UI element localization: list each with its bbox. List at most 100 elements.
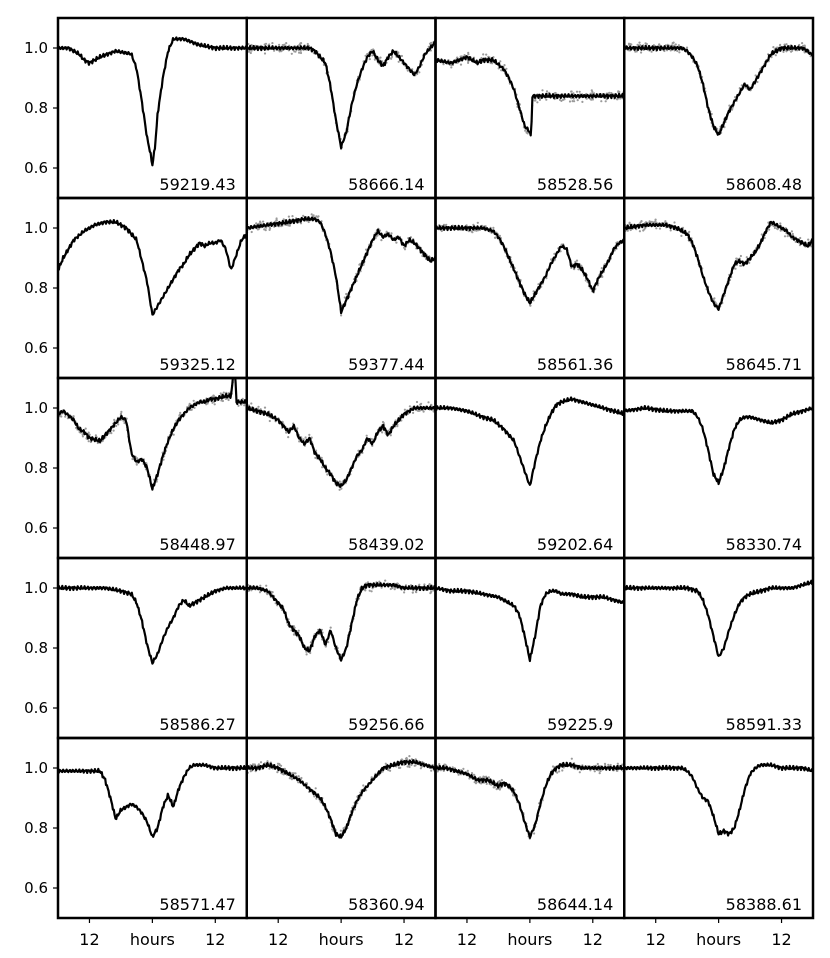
scatter-point xyxy=(370,438,373,441)
scatter-point xyxy=(599,769,602,773)
scatter-point xyxy=(645,42,648,46)
scatter-point xyxy=(578,771,581,774)
scatter-point xyxy=(339,829,342,832)
scatter-points xyxy=(58,381,246,490)
scatter-point xyxy=(561,769,564,772)
scatter-point xyxy=(779,43,782,47)
scatter-point xyxy=(600,100,603,103)
scatter-point xyxy=(629,228,632,232)
light-curve-line xyxy=(246,405,436,488)
scatter-point xyxy=(257,763,260,766)
panel-plot-area xyxy=(246,40,436,151)
panel-58330.74: 58330.74 xyxy=(623,376,815,560)
scatter-point xyxy=(368,589,371,592)
scatter-point xyxy=(213,403,216,406)
scatter-point xyxy=(491,62,494,65)
panel-date-label: 58330.74 xyxy=(726,535,802,554)
scatter-point xyxy=(280,50,283,53)
scatter-point xyxy=(220,399,223,402)
x-tick-label: 12 xyxy=(205,930,225,949)
scatter-point xyxy=(412,411,415,414)
scatter-point xyxy=(779,222,782,225)
y-tick-label: 0.8 xyxy=(24,279,48,297)
scatter-point xyxy=(403,246,406,249)
scatter-point xyxy=(255,222,258,225)
scatter-points xyxy=(246,213,436,317)
scatter-point xyxy=(650,220,654,223)
scatter-point xyxy=(436,770,439,773)
scatter-point xyxy=(370,590,373,593)
scatter-point xyxy=(590,98,593,101)
scatter-point xyxy=(604,100,607,103)
panel-plot-area xyxy=(246,213,436,317)
scatter-point xyxy=(432,589,435,592)
scatter-point xyxy=(288,224,291,227)
scatter-point xyxy=(419,767,422,770)
scatter-point xyxy=(403,248,407,251)
scatter-point xyxy=(326,473,329,476)
panel-58591.33: 58591.33 xyxy=(623,556,815,740)
scatter-point xyxy=(283,767,286,770)
light-curve-line xyxy=(435,55,625,137)
panel-frame xyxy=(434,556,626,740)
panel-plot-area xyxy=(246,579,436,662)
scatter-point xyxy=(249,51,252,55)
scatter-point xyxy=(669,229,672,232)
scatter-point xyxy=(314,787,317,790)
scatter-point xyxy=(760,233,763,236)
panel-59219.43: 59219.43 xyxy=(56,16,248,200)
scatter-point xyxy=(511,794,515,797)
panel-59225.9: 59225.9 xyxy=(434,556,626,740)
scatter-point xyxy=(403,591,406,594)
panel-plot-area xyxy=(624,218,813,311)
scatter-point xyxy=(257,405,260,408)
scatter-point xyxy=(801,42,804,45)
scatter-point xyxy=(466,769,469,773)
panel-date-label: 58608.48 xyxy=(726,175,802,194)
scatter-point xyxy=(353,808,356,811)
scatter-point xyxy=(250,402,253,405)
scatter-point xyxy=(676,49,679,53)
panel-frame xyxy=(56,736,248,920)
y-tick-label: 0.8 xyxy=(24,459,48,477)
scatter-point xyxy=(463,54,466,57)
panel-date-label: 58561.36 xyxy=(537,355,613,374)
scatter-point xyxy=(247,50,251,53)
scatter-point xyxy=(310,213,313,216)
light-curve-line xyxy=(246,216,436,315)
panel-date-label: 58528.56 xyxy=(537,175,613,194)
scatter-point xyxy=(380,239,383,242)
scatter-point xyxy=(271,42,274,45)
scatter-point xyxy=(607,763,610,766)
scatter-point xyxy=(493,786,496,789)
scatter-point xyxy=(299,49,302,52)
scatter-point xyxy=(538,98,542,101)
scatter-point xyxy=(304,436,307,439)
scatter-point xyxy=(404,757,408,761)
scatter-point xyxy=(420,402,423,405)
scatter-points xyxy=(246,400,436,491)
scatter-point xyxy=(123,421,126,425)
scatter-point xyxy=(263,52,267,55)
scatter-point xyxy=(488,782,491,786)
panel-58608.48: 58608.48 xyxy=(623,16,815,200)
panel-plot-area xyxy=(624,405,813,486)
light-curve-line xyxy=(435,396,625,486)
panel-frame xyxy=(434,16,626,200)
scatter-point xyxy=(291,215,294,218)
scatter-point xyxy=(378,580,381,583)
panel-frame xyxy=(245,16,437,200)
scatter-point xyxy=(300,776,303,780)
panel-58448.97: 58448.97 xyxy=(56,376,248,560)
scatter-point xyxy=(366,581,370,584)
x-tick-label: 12 xyxy=(646,930,666,949)
scatter-point xyxy=(415,400,419,404)
scatter-point xyxy=(763,236,766,240)
scatter-point xyxy=(573,100,576,103)
scatter-point xyxy=(537,283,540,286)
scatter-point xyxy=(389,57,392,60)
scatter-point xyxy=(768,228,771,231)
scatter-point xyxy=(343,296,346,299)
scatter-point xyxy=(754,74,757,77)
scatter-point xyxy=(473,774,476,777)
